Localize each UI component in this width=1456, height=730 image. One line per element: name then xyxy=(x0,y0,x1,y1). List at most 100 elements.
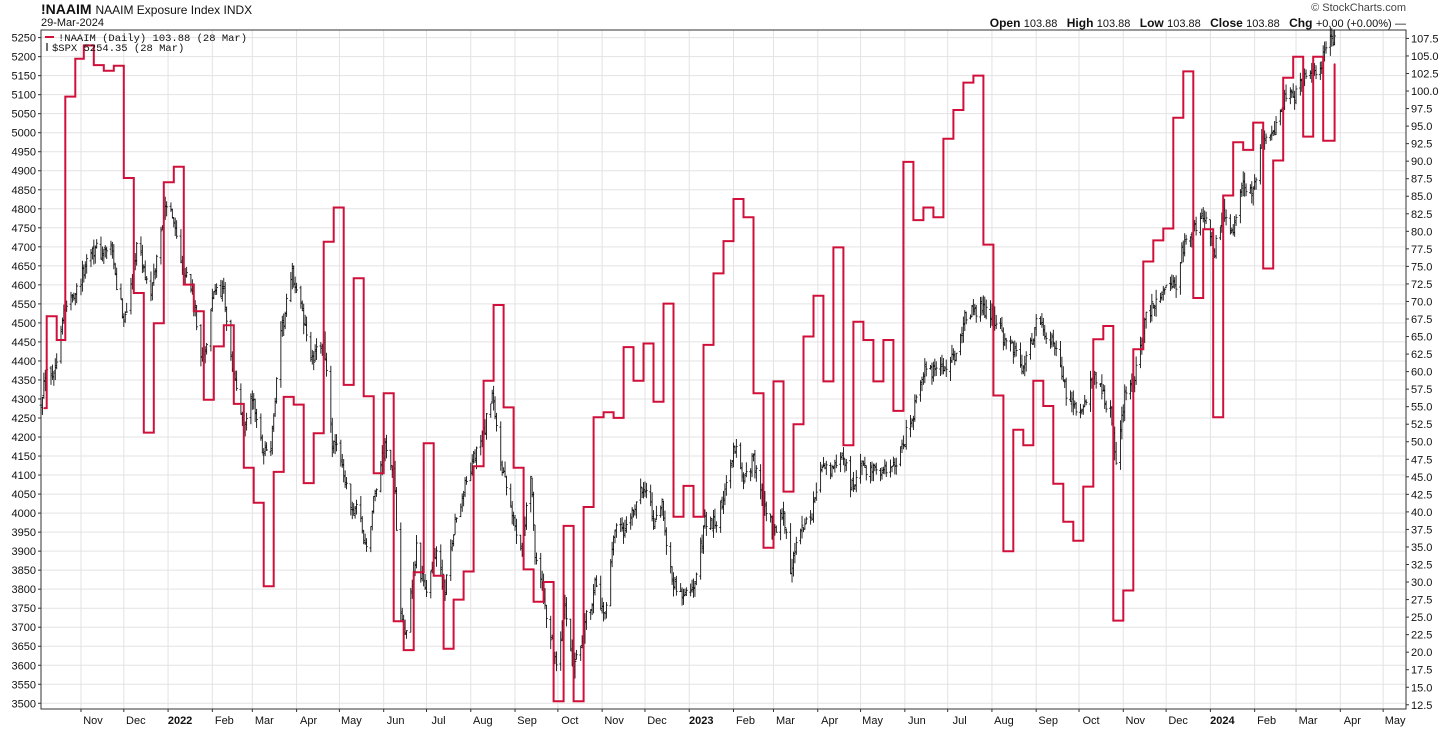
left-tick-label: 3900 xyxy=(12,546,36,558)
right-tick-label: 72.5 xyxy=(1411,279,1432,291)
naaim-point xyxy=(1312,56,1314,58)
chg-dash: — xyxy=(1395,18,1406,30)
close-label: Close xyxy=(1210,16,1243,30)
naaim-point xyxy=(273,471,275,473)
left-tick-label: 4650 xyxy=(12,261,36,273)
naaim-point xyxy=(702,344,705,346)
naaim-point xyxy=(992,394,995,397)
naaim-point xyxy=(43,407,45,409)
naaim-point xyxy=(64,96,66,98)
naaim-point xyxy=(922,206,925,209)
naaim-point xyxy=(1222,194,1224,197)
naaim-point xyxy=(1022,444,1024,446)
naaim-point xyxy=(243,467,245,469)
naaim-point xyxy=(1062,521,1064,523)
x-tick-label: May xyxy=(1385,715,1406,727)
naaim-point xyxy=(902,161,905,163)
naaim-point xyxy=(1082,486,1084,488)
right-tick-label: 107.5 xyxy=(1411,33,1439,45)
grid-lines xyxy=(41,30,1406,709)
naaim-point xyxy=(1012,429,1014,431)
right-tick-label: 30.0 xyxy=(1411,577,1432,589)
chart-date: 29-Mar-2024 xyxy=(41,17,104,29)
naaim-point xyxy=(563,525,565,527)
naaim-point xyxy=(593,416,595,418)
left-tick-label: 4900 xyxy=(12,166,36,178)
naaim-point xyxy=(93,64,95,66)
naaim-point xyxy=(1282,77,1284,79)
right-tick-label: 35.0 xyxy=(1411,542,1432,554)
right-tick-label: 52.5 xyxy=(1411,419,1432,431)
naaim-point xyxy=(832,246,835,248)
naaim-point xyxy=(583,506,585,508)
right-tick-label: 80.0 xyxy=(1411,226,1432,238)
naaim-point xyxy=(443,648,445,650)
low-label: Low xyxy=(1139,16,1164,30)
naaim-point xyxy=(712,272,715,274)
naaim-point xyxy=(303,482,305,484)
right-tick-label: 60.0 xyxy=(1411,367,1432,379)
naaim-point xyxy=(393,620,395,622)
naaim-point xyxy=(672,516,675,518)
naaim-point xyxy=(263,585,265,587)
naaim-point xyxy=(343,384,345,386)
naaim-point xyxy=(1042,405,1044,407)
naaim-point xyxy=(253,502,255,504)
right-tick-label: 87.5 xyxy=(1411,174,1432,186)
naaim-point xyxy=(812,295,815,297)
naaim-point xyxy=(293,404,295,406)
naaim-point xyxy=(822,380,825,382)
right-tick-label: 102.5 xyxy=(1411,68,1439,80)
naaim-point xyxy=(1072,540,1074,542)
high-value: 103.88 xyxy=(1096,18,1131,30)
naaim-point xyxy=(403,649,405,651)
left-tick-label: 4450 xyxy=(12,337,36,349)
right-tick-label: 77.5 xyxy=(1411,244,1432,256)
x-tick-label: Jul xyxy=(953,715,967,727)
left-tick-label: 4150 xyxy=(12,451,36,463)
naaim-point xyxy=(952,109,955,111)
naaim-point xyxy=(353,277,355,279)
x-tick-label: 2023 xyxy=(689,715,713,727)
naaim-point xyxy=(1172,117,1174,119)
naaim-point xyxy=(1292,56,1294,58)
naaim-point xyxy=(213,345,215,347)
x-tick-label: Oct xyxy=(561,715,578,727)
naaim-point xyxy=(772,380,775,382)
left-tick-label: 4000 xyxy=(12,508,36,520)
naaim-point xyxy=(662,303,665,305)
naaim-point xyxy=(223,324,225,326)
close-value: 103.88 xyxy=(1246,18,1280,30)
right-tick-label: 57.5 xyxy=(1411,384,1432,396)
symbol-label: !NAAIM xyxy=(41,1,92,17)
naaim-point xyxy=(632,380,635,382)
right-tick-label: 50.0 xyxy=(1411,437,1432,449)
naaim-point xyxy=(912,219,915,221)
naaim-point xyxy=(323,241,325,243)
right-tick-label: 20.0 xyxy=(1411,647,1432,659)
x-tick-label: May xyxy=(341,715,362,727)
naaim-point xyxy=(173,166,175,168)
naaim-point xyxy=(1212,416,1214,418)
right-axis: 12.5 15.0 17.5 20.0 22.5 25.0 27.5 30.0 32.5 35.0… xyxy=(1406,33,1439,712)
open-label: Open xyxy=(989,16,1021,30)
naaim-point xyxy=(732,198,735,200)
x-tick-label: Apr xyxy=(821,715,838,727)
left-tick-label: 3700 xyxy=(12,622,36,634)
right-tick-label: 65.0 xyxy=(1411,332,1432,344)
naaim-point xyxy=(1002,550,1005,552)
left-tick-label: 4950 xyxy=(12,147,36,159)
naaim-point xyxy=(46,315,48,317)
naaim-point xyxy=(74,58,76,60)
x-tick-label: Jun xyxy=(387,715,405,727)
naaim-point xyxy=(543,581,545,583)
left-tick-label: 5150 xyxy=(12,71,36,83)
right-tick-label: 15.0 xyxy=(1411,682,1432,694)
naaim-point xyxy=(1132,348,1134,350)
right-tick-label: 25.0 xyxy=(1411,612,1432,624)
naaim-point xyxy=(842,444,845,446)
naaim-point xyxy=(143,432,145,434)
left-tick-label: 4750 xyxy=(12,223,36,235)
naaim-point xyxy=(493,304,495,306)
naaim-point xyxy=(483,380,485,382)
